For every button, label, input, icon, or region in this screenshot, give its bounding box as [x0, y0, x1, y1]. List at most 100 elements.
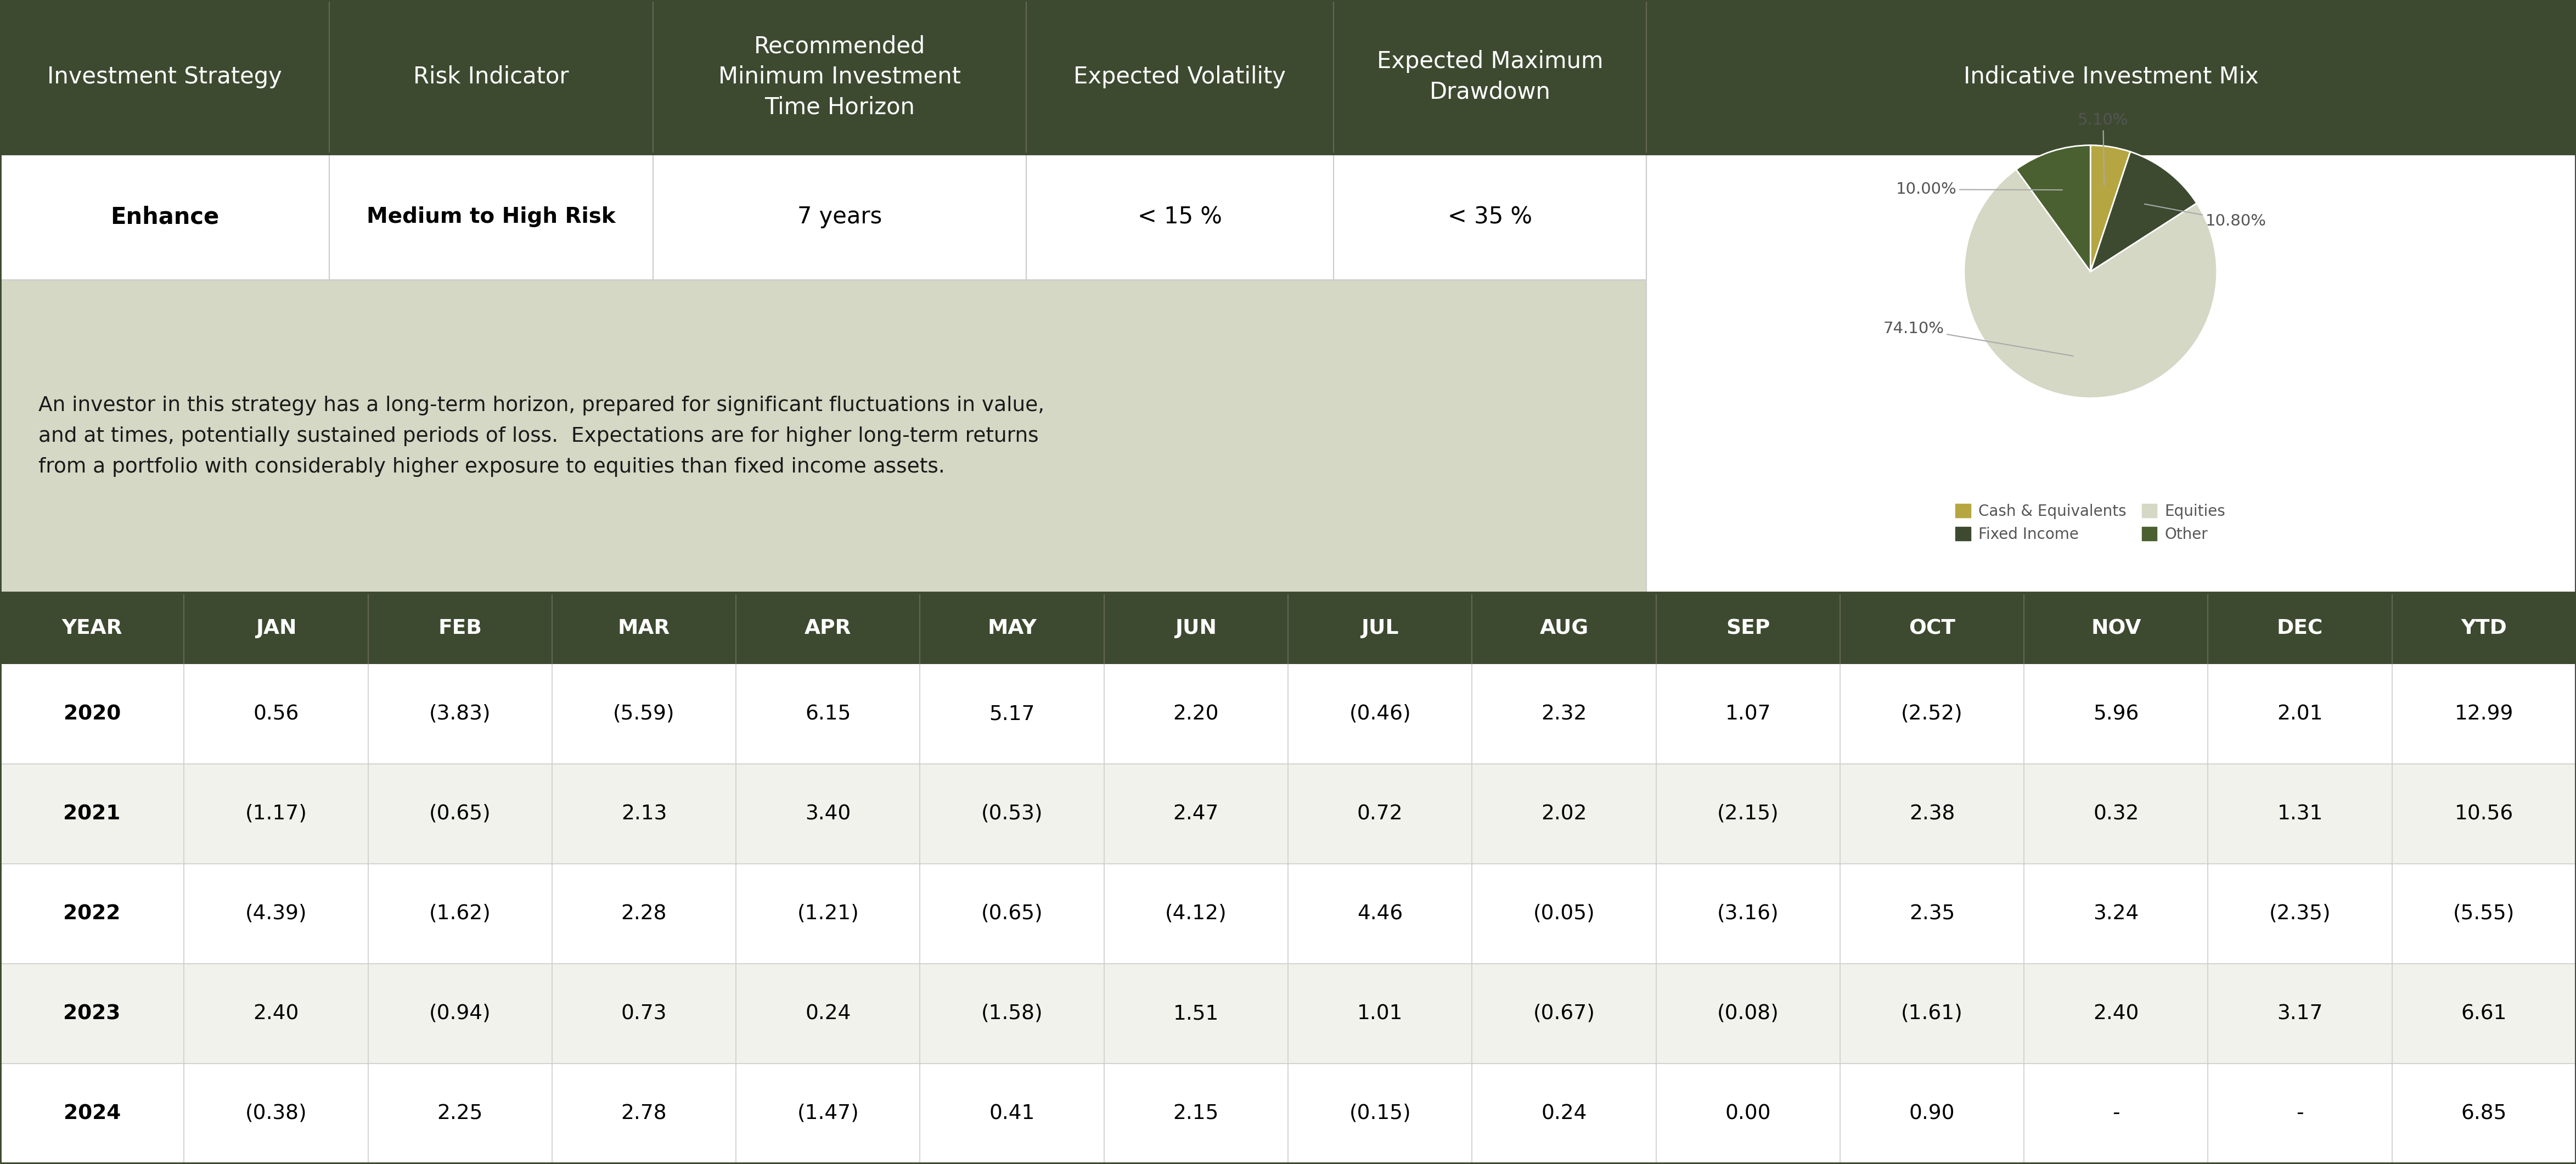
Text: -: -: [2112, 1103, 2120, 1123]
Text: (2.35): (2.35): [2269, 904, 2331, 923]
Text: (3.16): (3.16): [1718, 904, 1780, 923]
Text: (0.15): (0.15): [1350, 1103, 1412, 1123]
Text: 6.85: 6.85: [2460, 1103, 2506, 1123]
Text: 2020: 2020: [64, 704, 121, 724]
Bar: [0, 1064, 2576, 1164]
Text: (0.94): (0.94): [430, 1003, 492, 1023]
Text: YEAR: YEAR: [62, 618, 121, 638]
Text: 3.17: 3.17: [2277, 1003, 2324, 1023]
Text: 2021: 2021: [64, 804, 121, 824]
Text: Medium to High Risk: Medium to High Risk: [366, 206, 616, 227]
Text: An investor in this strategy has a long-term horizon, prepared for significant f: An investor in this strategy has a long-…: [39, 396, 1043, 477]
Bar: [0, 0, 2576, 154]
Text: JUL: JUL: [1360, 618, 1399, 638]
Text: (4.12): (4.12): [1164, 904, 1226, 923]
Bar: [0, 592, 2576, 663]
Text: 2.15: 2.15: [1172, 1103, 1218, 1123]
Text: 5.17: 5.17: [989, 704, 1036, 724]
Text: 2024: 2024: [64, 1103, 121, 1123]
Text: 2.32: 2.32: [1540, 704, 1587, 724]
Text: 0.73: 0.73: [621, 1003, 667, 1023]
Wedge shape: [2092, 146, 2130, 271]
Text: 2022: 2022: [64, 904, 121, 923]
Text: 1.31: 1.31: [2277, 804, 2324, 824]
Text: < 35 %: < 35 %: [1448, 205, 1533, 228]
Text: (5.55): (5.55): [2452, 904, 2514, 923]
Text: YTD: YTD: [2460, 618, 2506, 638]
Text: OCT: OCT: [1909, 618, 1955, 638]
Text: 2.01: 2.01: [2277, 704, 2324, 724]
Bar: [0, 663, 2576, 764]
Text: (0.65): (0.65): [981, 904, 1043, 923]
Text: AUG: AUG: [1540, 618, 1589, 638]
Text: NOV: NOV: [2092, 618, 2141, 638]
Text: 10.56: 10.56: [2455, 804, 2514, 824]
Text: 2.78: 2.78: [621, 1103, 667, 1123]
Wedge shape: [2092, 151, 2197, 271]
Text: JUN: JUN: [1175, 618, 1216, 638]
Text: 3.24: 3.24: [2094, 904, 2138, 923]
Text: 1.07: 1.07: [1726, 704, 1770, 724]
Text: 4.46: 4.46: [1358, 904, 1404, 923]
Text: 2023: 2023: [64, 1003, 121, 1023]
Text: (0.08): (0.08): [1718, 1003, 1780, 1023]
Text: APR: APR: [804, 618, 853, 638]
Text: MAY: MAY: [987, 618, 1036, 638]
Text: 10.00%: 10.00%: [1896, 182, 2063, 197]
Text: Enhance: Enhance: [111, 205, 219, 228]
Text: 1.01: 1.01: [1358, 1003, 1404, 1023]
Text: 0.72: 0.72: [1358, 804, 1404, 824]
Wedge shape: [2017, 146, 2092, 271]
Text: 0.24: 0.24: [1540, 1103, 1587, 1123]
Text: -: -: [2295, 1103, 2303, 1123]
Text: 2.20: 2.20: [1172, 704, 1218, 724]
Text: 6.15: 6.15: [806, 704, 850, 724]
Text: 3.40: 3.40: [806, 804, 850, 824]
Legend: Cash & Equivalents, Fixed Income, Equities, Other: Cash & Equivalents, Fixed Income, Equiti…: [1955, 504, 2226, 542]
Text: 7 years: 7 years: [799, 205, 881, 228]
Text: (2.15): (2.15): [1718, 804, 1780, 824]
Text: Recommended
Minimum Investment
Time Horizon: Recommended Minimum Investment Time Hori…: [719, 35, 961, 119]
Text: 2.28: 2.28: [621, 904, 667, 923]
Text: (0.53): (0.53): [981, 804, 1043, 824]
Text: 5.10%: 5.10%: [2079, 112, 2128, 185]
Text: JAN: JAN: [255, 618, 296, 638]
Text: (1.21): (1.21): [796, 904, 858, 923]
Text: 0.24: 0.24: [806, 1003, 850, 1023]
Text: 0.90: 0.90: [1909, 1103, 1955, 1123]
Text: Indicative Investment Mix: Indicative Investment Mix: [1963, 65, 2259, 88]
Text: < 15 %: < 15 %: [1139, 205, 1221, 228]
Text: Expected Maximum
Drawdown: Expected Maximum Drawdown: [1376, 50, 1602, 104]
Text: (0.67): (0.67): [1533, 1003, 1595, 1023]
Text: 12.99: 12.99: [2455, 704, 2514, 724]
Bar: [0, 154, 1646, 279]
Text: 2.40: 2.40: [252, 1003, 299, 1023]
Text: 0.00: 0.00: [1726, 1103, 1770, 1123]
Text: 5.96: 5.96: [2094, 704, 2138, 724]
Text: 0.41: 0.41: [989, 1103, 1036, 1123]
Text: Expected Volatility: Expected Volatility: [1074, 65, 1285, 88]
Bar: [0, 864, 2576, 964]
Text: 6.61: 6.61: [2460, 1003, 2506, 1023]
Text: FEB: FEB: [438, 618, 482, 638]
Text: (5.59): (5.59): [613, 704, 675, 724]
Text: 10.80%: 10.80%: [2146, 204, 2267, 229]
Text: (1.61): (1.61): [1901, 1003, 1963, 1023]
Text: DEC: DEC: [2277, 618, 2324, 638]
Text: (0.05): (0.05): [1533, 904, 1595, 923]
Text: 2.40: 2.40: [2094, 1003, 2138, 1023]
Text: (0.65): (0.65): [430, 804, 492, 824]
Text: (4.39): (4.39): [245, 904, 307, 923]
Text: (1.62): (1.62): [430, 904, 492, 923]
Bar: [0, 964, 2576, 1064]
Text: (0.46): (0.46): [1350, 704, 1412, 724]
Text: 2.47: 2.47: [1172, 804, 1218, 824]
Text: Risk Indicator: Risk Indicator: [412, 65, 569, 88]
Text: SEP: SEP: [1726, 618, 1770, 638]
Text: (3.83): (3.83): [430, 704, 492, 724]
Text: Investment Strategy: Investment Strategy: [46, 65, 281, 88]
Text: 74.10%: 74.10%: [1883, 321, 2074, 356]
Text: 2.13: 2.13: [621, 804, 667, 824]
Bar: [0, 764, 2576, 864]
Text: MAR: MAR: [618, 618, 670, 638]
